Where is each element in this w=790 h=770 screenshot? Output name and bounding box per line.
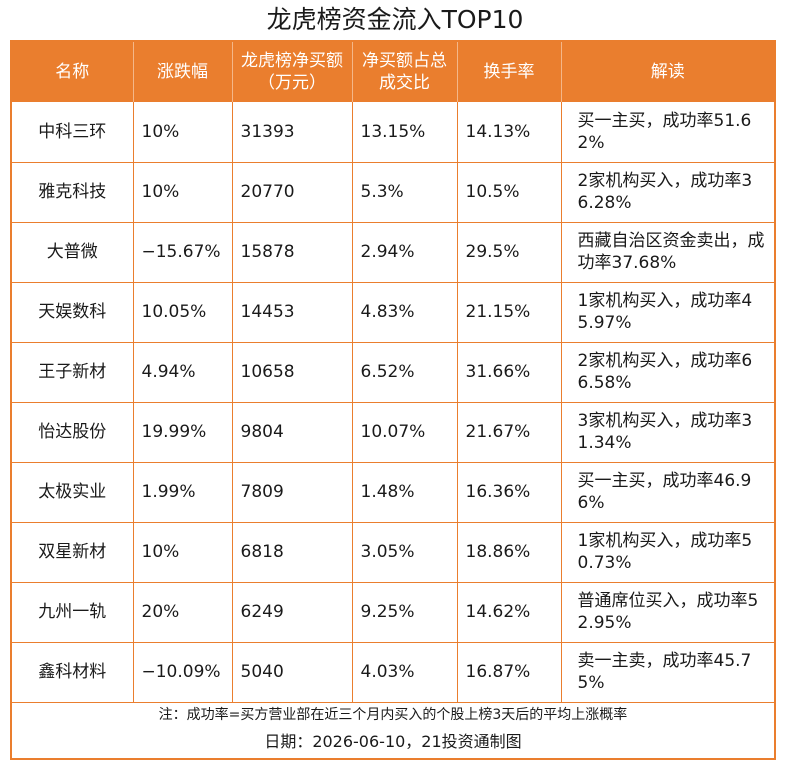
cell-explain: 1家机构买入，成功率45.97% xyxy=(561,282,774,343)
header-ratio: 净买额占总成交比 xyxy=(352,42,458,102)
cell-change: 1.99% xyxy=(133,462,233,523)
cell-explain: 1家机构买入，成功率50.73% xyxy=(561,522,774,583)
cell-ratio: 3.05% xyxy=(352,522,458,583)
table-row: 鑫科材料 −10.09% 5040 4.03% 16.87% 卖一主卖，成功率4… xyxy=(12,642,774,703)
cell-net-buy: 10658 xyxy=(232,342,353,403)
cell-net-buy: 9804 xyxy=(232,402,353,463)
cell-turnover: 21.15% xyxy=(457,282,562,343)
cell-change: 19.99% xyxy=(133,402,233,463)
cell-explain: 3家机构买入，成功率31.34% xyxy=(561,402,774,463)
table-frame: 名称 涨跌幅 龙虎榜净买额（万元） 净买额占总成交比 换手率 解读 中科三环 1… xyxy=(10,40,776,760)
cell-name: 中科三环 xyxy=(12,102,134,163)
cell-turnover: 14.62% xyxy=(457,582,562,643)
table-row: 大普微 −15.67% 15878 2.94% 29.5% 西藏自治区资金卖出，… xyxy=(12,222,774,283)
cell-name: 鑫科材料 xyxy=(12,642,134,703)
table-row: 天娱数科 10.05% 14453 4.83% 21.15% 1家机构买入，成功… xyxy=(12,282,774,343)
footer: 注：成功率=买方营业部在近三个月内买入的个股上榜3天后的平均上涨概率 日期：20… xyxy=(12,642,774,760)
cell-net-buy: 5040 xyxy=(232,642,353,703)
table-row: 九州一轨 20% 6249 9.25% 14.62% 普通席位买入，成功率52.… xyxy=(12,582,774,643)
cell-net-buy: 6249 xyxy=(232,582,353,643)
cell-explain: 2家机构买入，成功率66.58% xyxy=(561,342,774,403)
header-net-buy: 龙虎榜净买额（万元） xyxy=(232,42,353,102)
cell-turnover: 29.5% xyxy=(457,222,562,283)
cell-change: 10% xyxy=(133,162,233,223)
header-name: 名称 xyxy=(12,42,134,102)
cell-name: 雅克科技 xyxy=(12,162,134,223)
cell-change: 10% xyxy=(133,102,233,163)
cell-explain: 买一主买，成功率46.96% xyxy=(561,462,774,523)
cell-change: −10.09% xyxy=(133,642,233,703)
cell-name: 太极实业 xyxy=(12,462,134,523)
cell-net-buy: 14453 xyxy=(232,282,353,343)
cell-ratio: 1.48% xyxy=(352,462,458,523)
cell-change: 20% xyxy=(133,582,233,643)
cell-change: −15.67% xyxy=(133,222,233,283)
table-row: 王子新材 4.94% 10658 6.52% 31.66% 2家机构买入，成功率… xyxy=(12,342,774,403)
cell-change: 4.94% xyxy=(133,342,233,403)
cell-ratio: 9.25% xyxy=(352,582,458,643)
cell-net-buy: 31393 xyxy=(232,102,353,163)
cell-turnover: 16.36% xyxy=(457,462,562,523)
cell-name: 大普微 xyxy=(12,222,134,283)
cell-net-buy: 15878 xyxy=(232,222,353,283)
cell-ratio: 4.03% xyxy=(352,642,458,703)
cell-ratio: 13.15% xyxy=(352,102,458,163)
cell-turnover: 14.13% xyxy=(457,102,562,163)
cell-ratio: 6.52% xyxy=(352,342,458,403)
cell-explain: 卖一主卖，成功率45.75% xyxy=(561,642,774,703)
table-row: 中科三环 10% 31393 13.15% 14.13% 买一主买，成功率51.… xyxy=(12,102,774,163)
table-row: 怡达股份 19.99% 9804 10.07% 21.67% 3家机构买入，成功… xyxy=(12,402,774,463)
cell-turnover: 21.67% xyxy=(457,402,562,463)
table-row: 太极实业 1.99% 7809 1.48% 16.36% 买一主买，成功率46.… xyxy=(12,462,774,523)
footnote: 注：成功率=买方营业部在近三个月内买入的个股上榜3天后的平均上涨概率 xyxy=(158,707,628,723)
cell-ratio: 10.07% xyxy=(352,402,458,463)
cell-turnover: 18.86% xyxy=(457,522,562,583)
cell-explain: 普通席位买入，成功率52.95% xyxy=(561,582,774,643)
header-explain: 解读 xyxy=(561,42,774,102)
cell-ratio: 5.3% xyxy=(352,162,458,223)
header-change: 涨跌幅 xyxy=(133,42,233,102)
data-table: 名称 涨跌幅 龙虎榜净买额（万元） 净买额占总成交比 换手率 解读 中科三环 1… xyxy=(12,42,774,703)
cell-net-buy: 6818 xyxy=(232,522,353,583)
cell-turnover: 16.87% xyxy=(457,642,562,703)
cell-turnover: 31.66% xyxy=(457,342,562,403)
header-turnover: 换手率 xyxy=(457,42,562,102)
table-row: 雅克科技 10% 20770 5.3% 10.5% 2家机构买入，成功率36.2… xyxy=(12,162,774,223)
table-header-row: 名称 涨跌幅 龙虎榜净买额（万元） 净买额占总成交比 换手率 解读 xyxy=(12,42,774,102)
cell-change: 10% xyxy=(133,522,233,583)
cell-net-buy: 7809 xyxy=(232,462,353,523)
cell-name: 怡达股份 xyxy=(12,402,134,463)
cell-name: 双星新材 xyxy=(12,522,134,583)
cell-name: 王子新材 xyxy=(12,342,134,403)
cell-ratio: 4.83% xyxy=(352,282,458,343)
cell-name: 天娱数科 xyxy=(12,282,134,343)
cell-ratio: 2.94% xyxy=(352,222,458,283)
cell-explain: 西藏自治区资金卖出，成功率37.68% xyxy=(561,222,774,283)
date-credit: 日期：2026-06-10，21投资通制图 xyxy=(264,732,522,751)
cell-turnover: 10.5% xyxy=(457,162,562,223)
cell-change: 10.05% xyxy=(133,282,233,343)
page-title: 龙虎榜资金流入TOP10 xyxy=(266,5,524,34)
cell-explain: 买一主买，成功率51.62% xyxy=(561,102,774,163)
cell-net-buy: 20770 xyxy=(232,162,353,223)
cell-name: 九州一轨 xyxy=(12,582,134,643)
table-row: 双星新材 10% 6818 3.05% 18.86% 1家机构买入，成功率50.… xyxy=(12,522,774,583)
cell-explain: 2家机构买入，成功率36.28% xyxy=(561,162,774,223)
